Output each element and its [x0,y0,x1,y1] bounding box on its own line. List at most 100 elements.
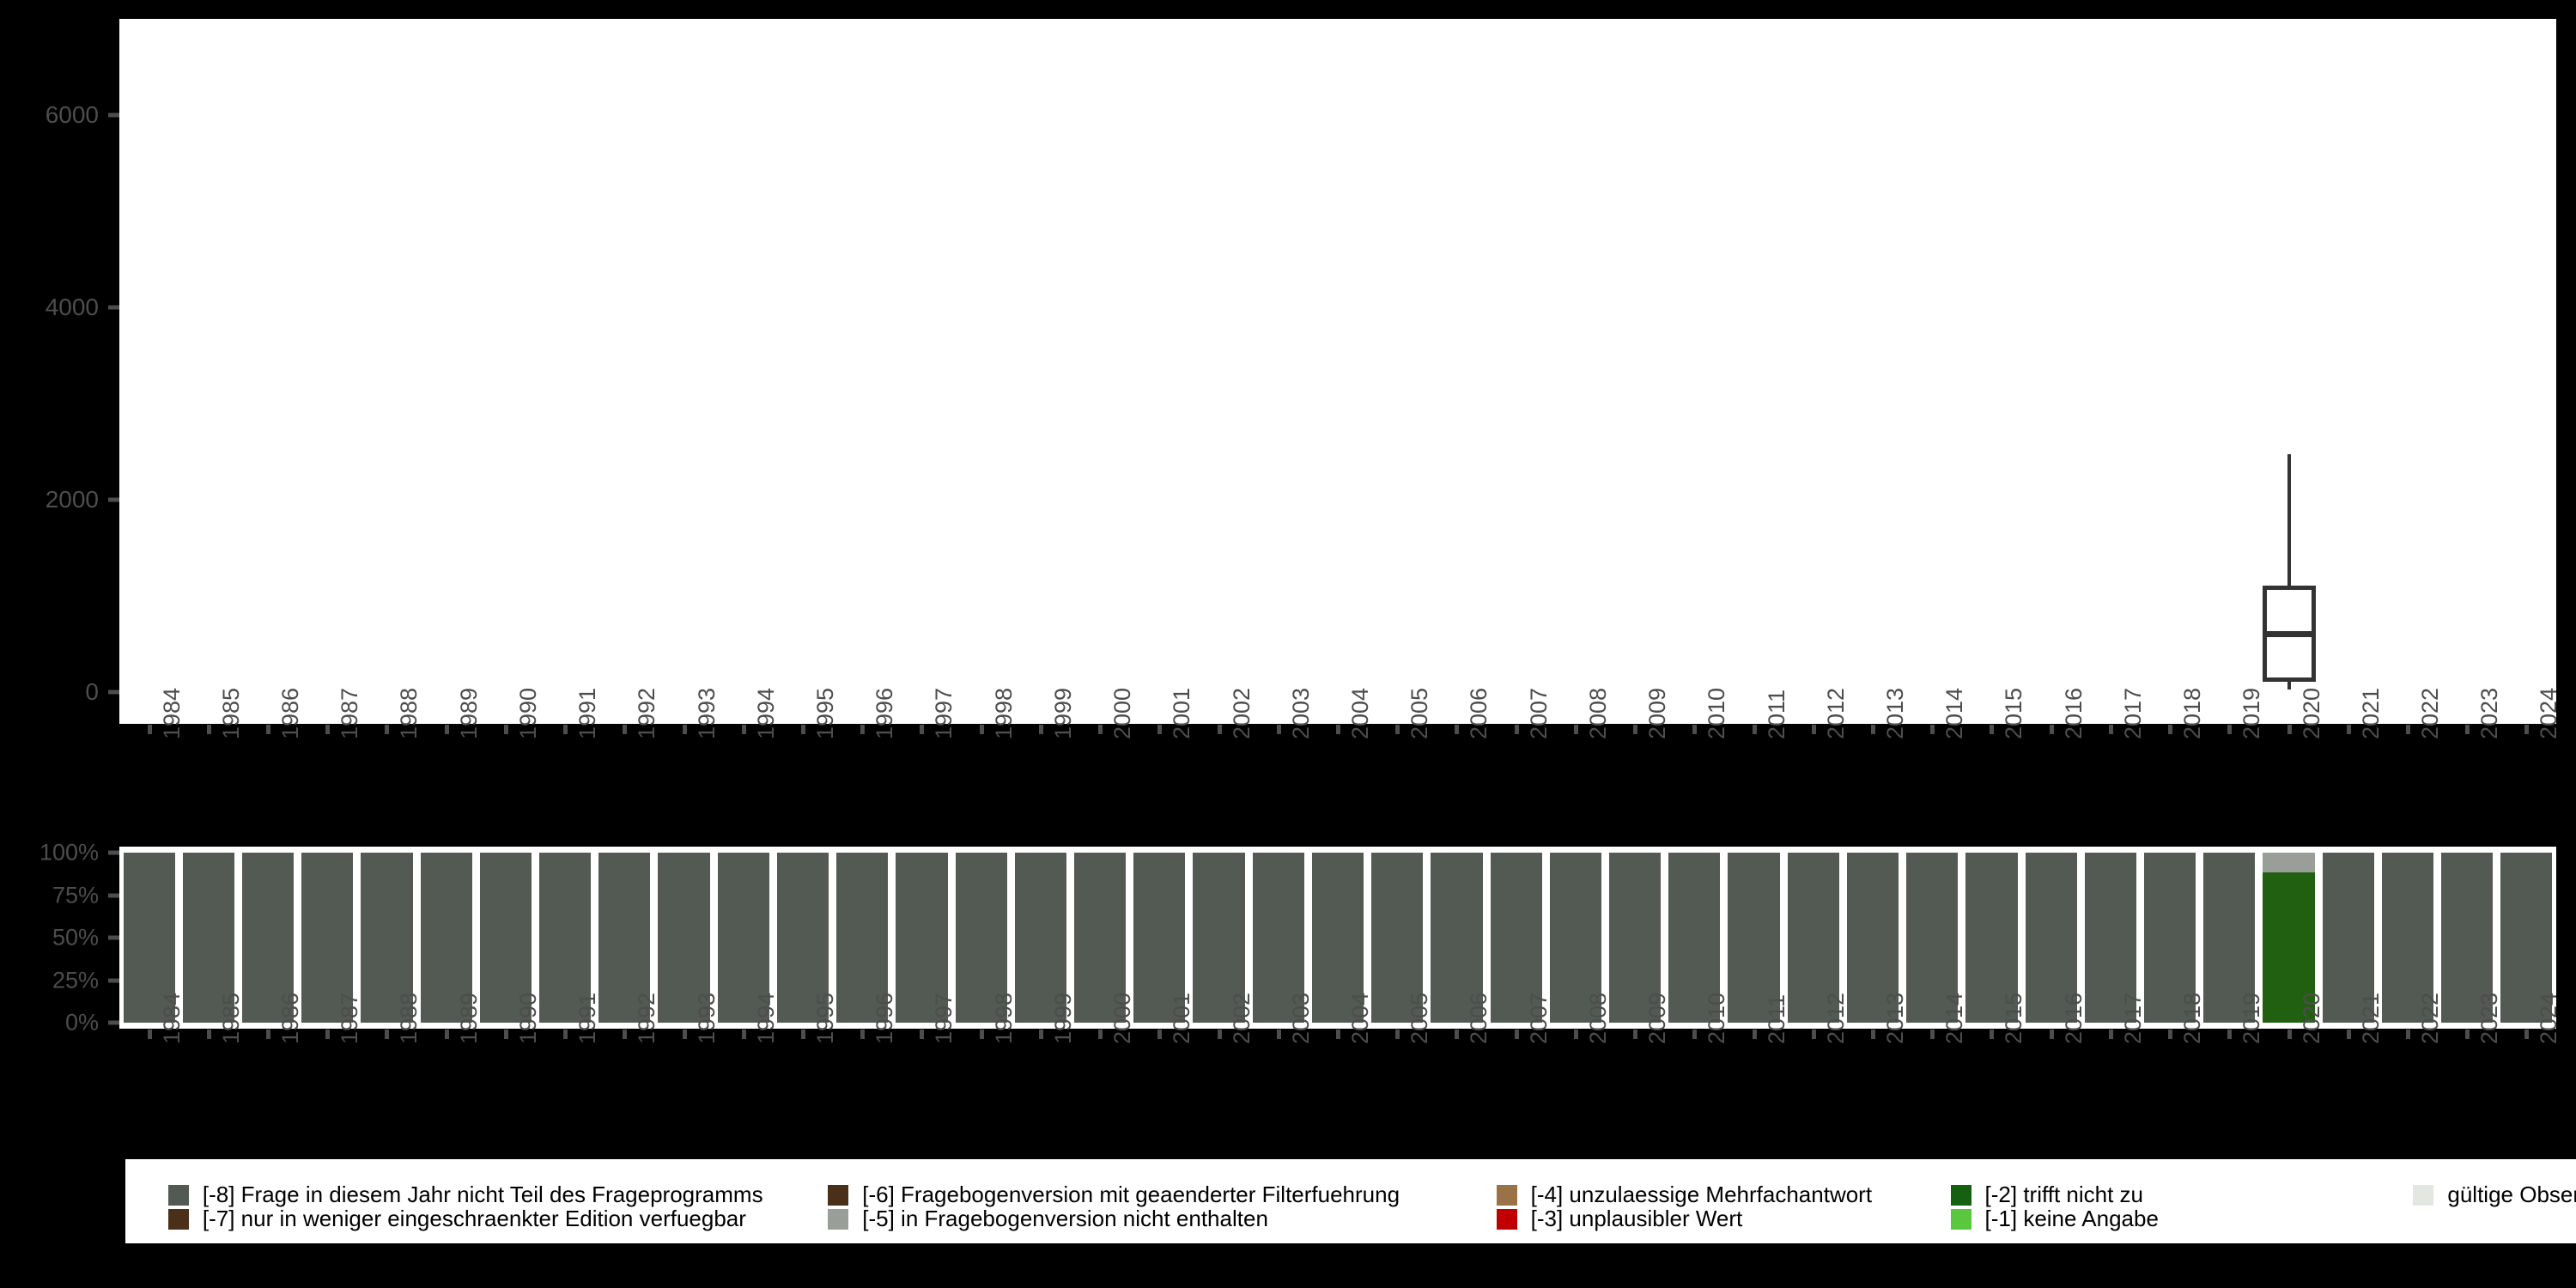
stacked-bar-xtick-label: 1987 [337,992,363,1044]
stacked-bar-xtick-mark [503,1030,508,1039]
legend-item-label: [-7] nur in weniger eingeschraenkter Edi… [202,1206,746,1231]
legend-item[interactable]: [-5] in Fragebogenversion nicht enthalte… [828,1206,1268,1232]
boxplot-xtick-mark [325,725,331,734]
boxplot-xtick-mark [1573,725,1578,734]
boxplot-xtick-label: 2009 [1644,687,1671,739]
stacked-bar-column [1608,853,1662,1023]
boxplot-ytick-mark [108,112,119,118]
stacked-bar-segment [717,853,769,1023]
stacked-bar-xtick-mark [563,1030,568,1039]
boxplot-xtick-mark [2287,725,2292,734]
boxplot-xtick-label: 1995 [812,687,839,739]
stacked-bar-xtick-label: 1990 [514,992,541,1044]
boxplot-ytick-label: 0 [85,678,99,705]
stacked-bar-column [955,853,1007,1023]
stacked-bar-segment [1787,853,1839,1023]
boxplot-xtick-mark [1633,725,1638,734]
legend-color-swatch [828,1184,849,1206]
boxplot-panel [119,19,2556,724]
boxplot-xtick-label: 1993 [693,687,720,739]
stacked-bar-ytick-label: 100% [39,839,99,866]
legend-item[interactable]: [-3] unplausibler Wert [1496,1206,1742,1232]
stacked-bar-xtick-label: 2001 [1169,992,1195,1044]
stacked-bar-xtick-mark [444,1030,449,1039]
stacked-bar-segment [1549,853,1601,1023]
legend-color-swatch [167,1184,189,1206]
stacked-bar-segment [1906,853,1959,1023]
legend-item[interactable]: [-7] nur in weniger eingeschraenkter Edi… [167,1206,746,1232]
legend-item-label: gültige Observationen [2447,1182,2576,1207]
stacked-bar-xtick-mark [1930,1030,1935,1039]
boxplot-xtick-mark [2227,725,2233,734]
boxplot-ytick-label: 4000 [45,294,99,320]
stacked-bar-segment [776,853,829,1023]
legend-item[interactable]: gültige Observationen [2413,1182,2576,1208]
boxplot-xtick-label: 1988 [396,687,422,739]
stacked-bar-column [1431,853,1483,1023]
boxplot-xtick-label: 2021 [2357,687,2384,739]
stacked-bar-segment [241,853,295,1023]
stacked-bar-xtick-label: 1998 [990,992,1017,1044]
stacked-bar-xtick-label: 1999 [1049,992,1076,1044]
stacked-bar-xtick-label: 2020 [2298,992,2324,1044]
stacked-bar-xtick-mark [2524,1030,2530,1039]
stacked-bar-xtick-label: 2011 [1763,993,1789,1044]
stacked-bar-column [361,853,413,1023]
boxplot-xtick-label: 1984 [158,687,185,739]
stacked-bar-xtick-label: 2002 [1228,992,1255,1044]
stacked-bar-column [420,853,472,1023]
stacked-bar-segment [123,853,175,1023]
stacked-bar-xtick-label: 2022 [2416,992,2443,1044]
stacked-bar-xtick-label: 1995 [812,992,839,1044]
stacked-bar-xtick-mark [623,1030,628,1039]
stacked-bar-xtick-label: 1994 [752,992,779,1044]
stacked-bar-column [836,853,889,1023]
stacked-bar-segment [2143,853,2196,1023]
stacked-bar-xtick-label: 2003 [1287,992,1314,1044]
legend-color-swatch [1496,1208,1517,1230]
stacked-bar-segment [1311,853,1364,1023]
stacked-bar-xtick-mark [801,1030,806,1039]
stacked-bar-segment [955,853,1007,1023]
stacked-bar-xtick-mark [1752,1030,1757,1039]
boxplot-xtick-mark [1395,725,1400,734]
stacked-bar-segment [1371,853,1424,1023]
boxplot-xtick-label: 2002 [1228,687,1255,739]
legend-item[interactable]: [-1] keine Angabe [1950,1206,2159,1232]
stacked-bar-column [182,853,234,1023]
stacked-bar-xtick-mark [1395,1030,1400,1039]
stacked-bar-xtick-label: 2000 [1109,992,1136,1044]
stacked-bar-xtick-label: 2006 [1466,992,1492,1044]
stacked-bar-column [2143,853,2196,1023]
boxplot-xtick-mark [2168,725,2173,734]
boxplot-xtick-label: 2015 [2001,687,2027,739]
stacked-bar-ytick-label: 25% [52,967,99,993]
stacked-bar-xtick-mark [385,1030,390,1039]
stacked-bar-xtick-mark [1692,1030,1698,1039]
boxplot-ytick-mark [108,690,119,695]
stacked-bar-xtick-mark [2287,1030,2292,1039]
stacked-bar-segment [1490,853,1542,1023]
stacked-bar-column [1371,853,1424,1023]
stacked-bar-segment [1014,853,1066,1023]
stacked-bar-column [2381,853,2434,1023]
stacked-bar-xtick-label: 1993 [693,992,720,1044]
boxplot-xtick-mark [1276,725,1281,734]
boxplot-xtick-mark [2346,725,2351,734]
stacked-bar-segment [2025,853,2077,1023]
stacked-bar-xtick-label: 2005 [1406,992,1433,1044]
legend-item[interactable]: [-4] unzulaessige Mehrfachantwort [1496,1182,1872,1208]
stacked-bar-column [1252,853,1304,1023]
boxplot-xtick-mark [979,725,984,734]
stacked-bar-segment [1965,853,2018,1023]
boxplot-xtick-label: 2020 [2298,687,2324,739]
legend-item[interactable]: [-8] Frage in diesem Jahr nicht Teil des… [167,1182,763,1208]
legend-item[interactable]: [-6] Fragebogenversion mit geaenderter F… [828,1182,1400,1208]
boxplot-xtick-label: 1997 [931,687,957,739]
stacked-bar-column [1014,853,1066,1023]
legend-color-swatch [1950,1184,1971,1206]
legend-item[interactable]: [-2] trifft nicht zu [1950,1182,2143,1208]
stacked-bar-column [1728,853,1780,1023]
stacked-bar-segment [2322,853,2374,1023]
boxplot-xtick-mark [801,725,806,734]
